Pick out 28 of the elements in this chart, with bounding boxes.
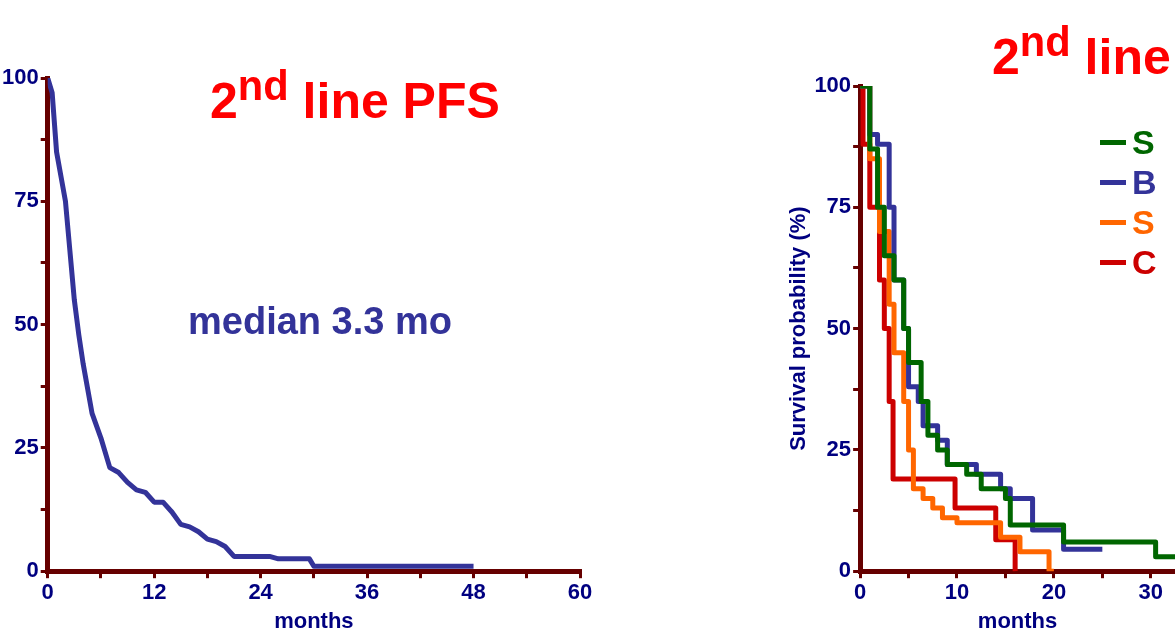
y-tick-label: 25 [826, 435, 852, 461]
y-tick-label: 100 [814, 72, 852, 98]
legend-label: S [1132, 122, 1155, 162]
legend-label: C [1132, 242, 1157, 282]
x-axis-title: months [977, 607, 1058, 633]
legend-label: B [1132, 162, 1157, 202]
y-tick-label: 0 [26, 557, 39, 583]
chart-title: 2$^{nd}$ line PFS [210, 62, 500, 130]
legend-label: S [1132, 202, 1155, 242]
x-tick-label: 30 [1138, 579, 1164, 605]
x-tick-label: 48 [461, 579, 486, 605]
y-tick-label: 25 [14, 433, 39, 459]
y-tick-label: 0 [838, 557, 852, 583]
x-tick-label: 10 [944, 579, 970, 605]
x-tick-label: 36 [354, 579, 380, 605]
y-tick-label: 50 [826, 314, 852, 340]
x-axis-title: months [274, 607, 354, 633]
y-axis-title: Survival probability (%) [785, 206, 811, 451]
annotation: median 3.3 mo [188, 300, 452, 343]
x-tick-label: 60 [567, 579, 593, 605]
y-tick-label: 50 [14, 310, 39, 336]
y-tick-label: 75 [14, 187, 39, 213]
x-tick-label: 20 [1041, 579, 1067, 605]
y-tick-label: 100 [1, 64, 39, 90]
x-tick-label: 24 [248, 579, 274, 605]
x-tick-label: 12 [141, 579, 167, 605]
y-tick-label: 75 [826, 193, 852, 219]
chart-title: 2$^{nd}$ line [992, 18, 1171, 86]
